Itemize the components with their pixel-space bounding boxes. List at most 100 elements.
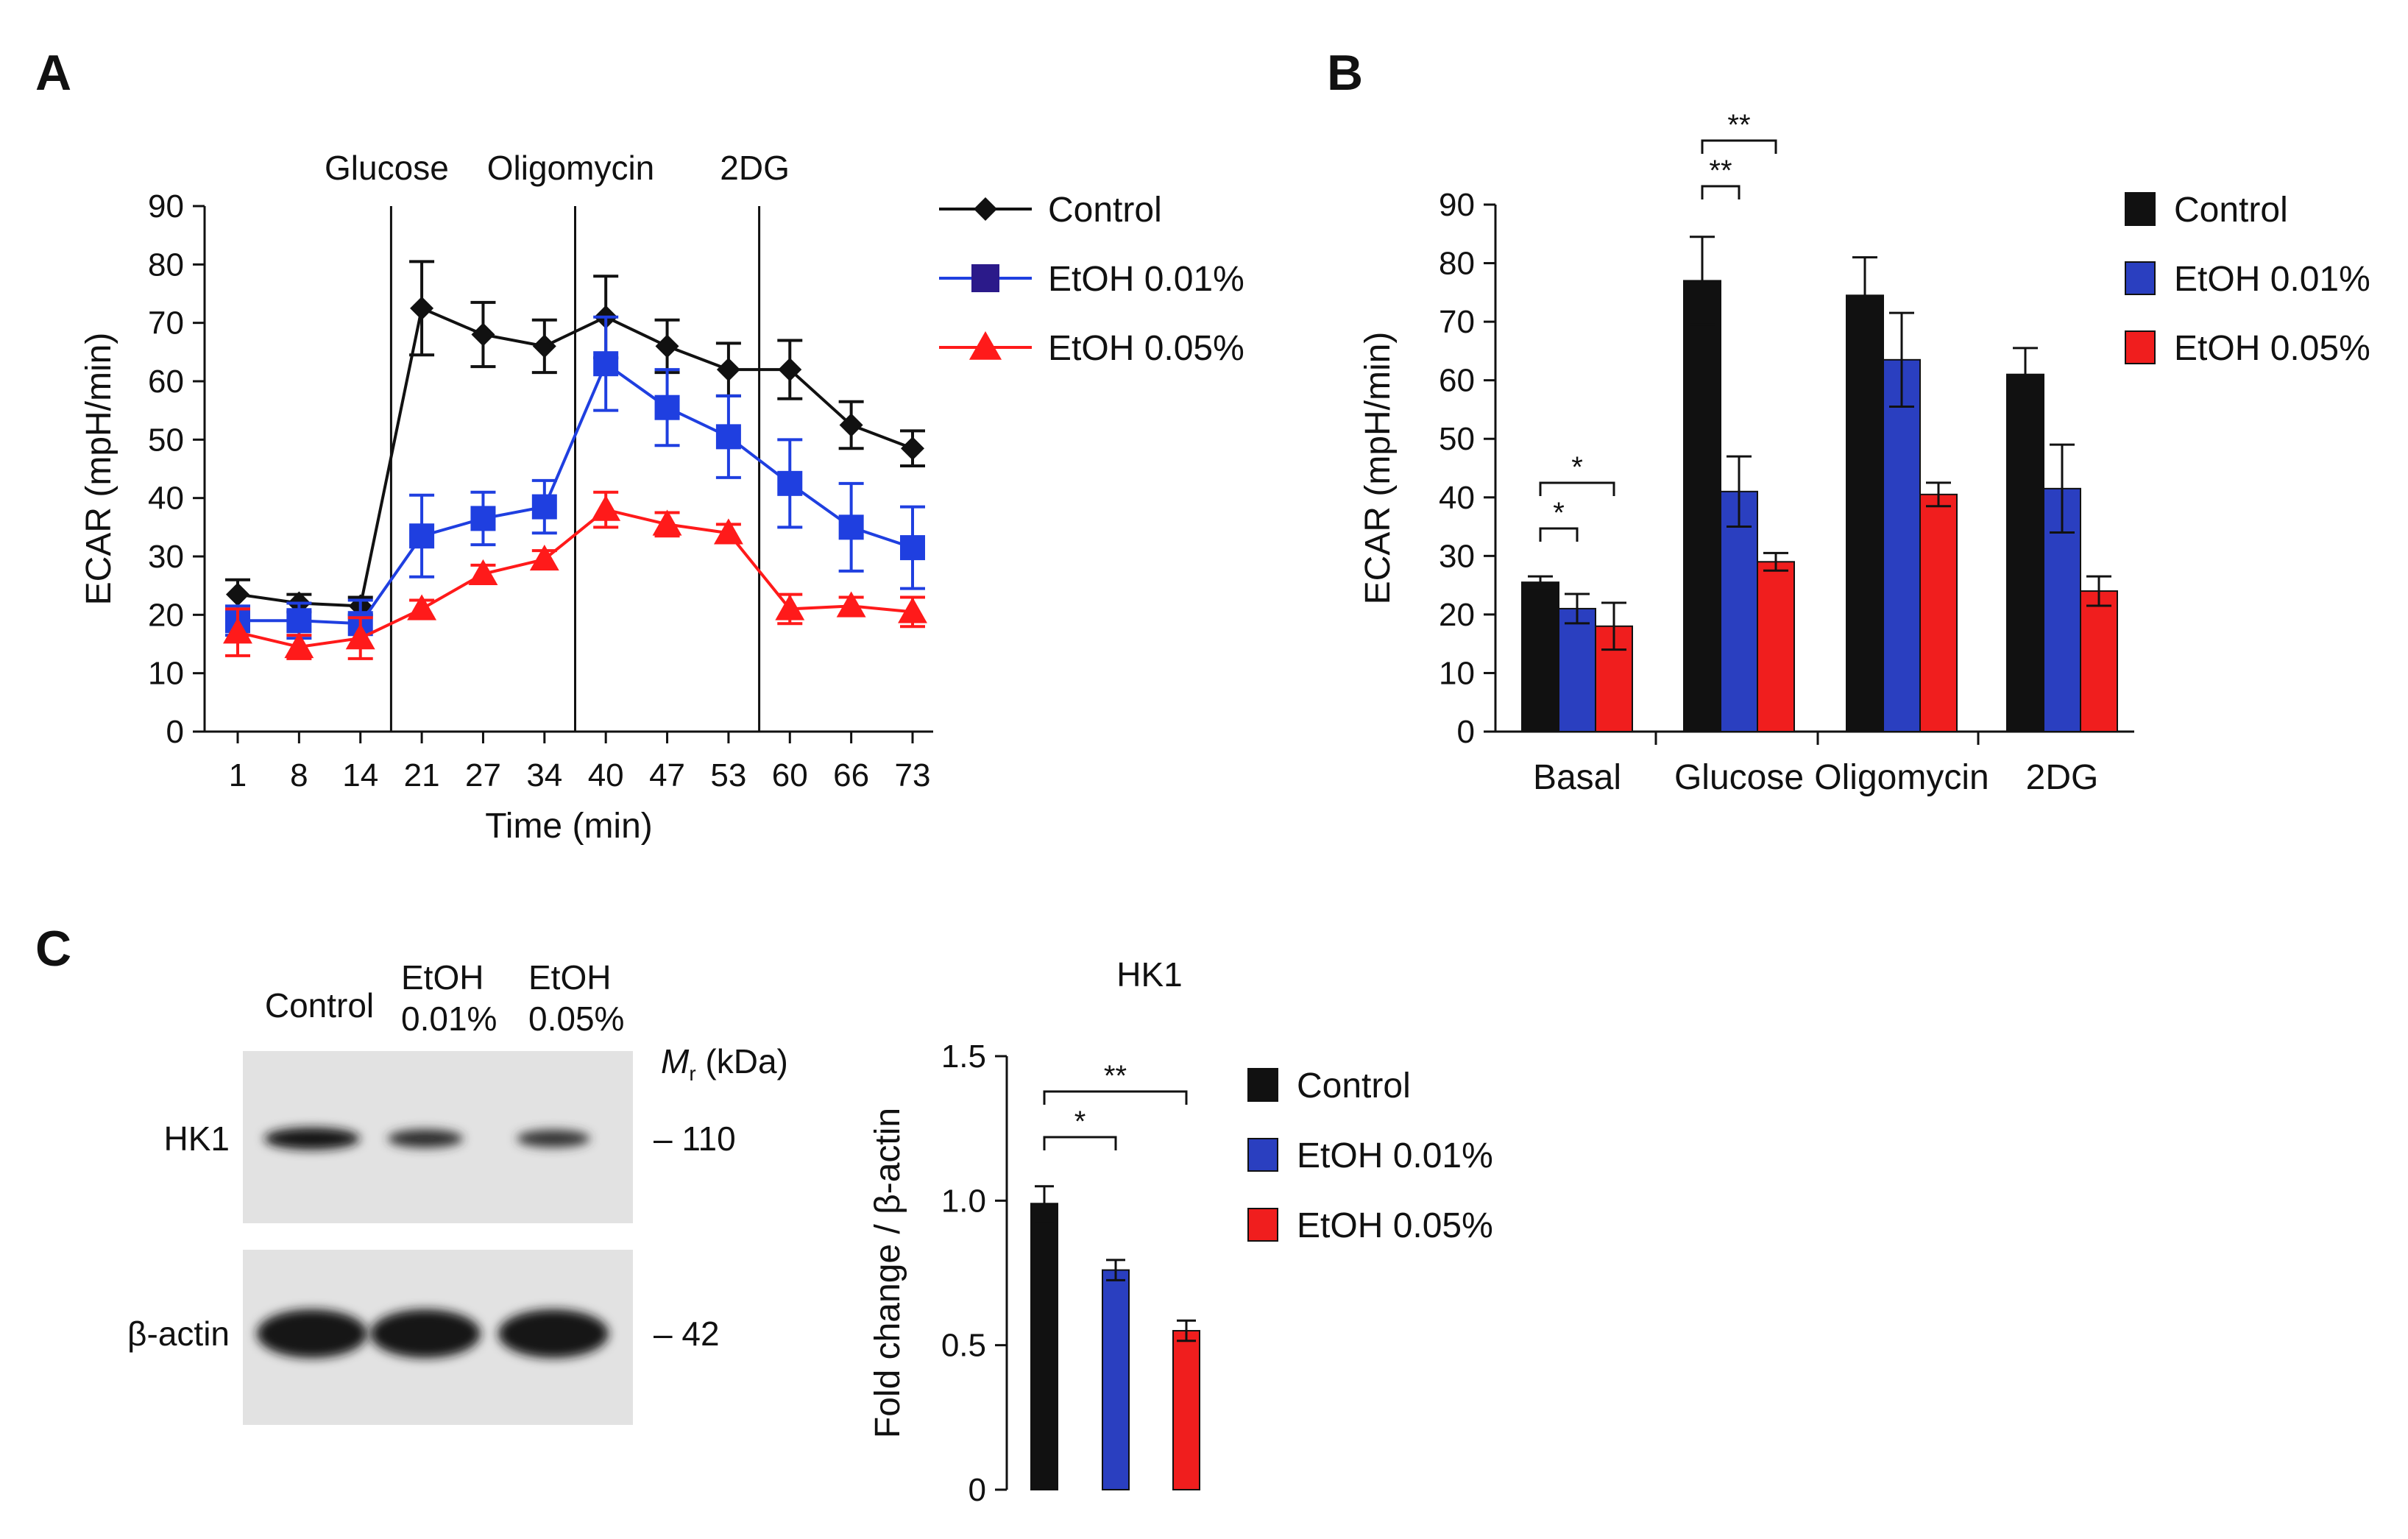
data-point (715, 424, 741, 450)
blot-marker-label: – 42 (654, 1315, 720, 1353)
blot-column-label: EtOH 0.01% (401, 958, 497, 1038)
data-point (778, 358, 802, 382)
data-point (284, 632, 314, 659)
data-point (470, 506, 496, 531)
legend-item: Control (939, 191, 1162, 230)
significance-label: ** (1104, 1060, 1127, 1092)
x-tick-label: 21 (404, 757, 440, 793)
legend-item: EtOH 0.01% (939, 260, 1244, 299)
significance-bracket (1701, 139, 1777, 154)
legend-item: EtOH 0.05% (939, 329, 1244, 368)
significance-bracket (1043, 1136, 1117, 1150)
bar-group-glucose: Glucose (1674, 236, 1804, 797)
data-point (407, 594, 437, 620)
x-tick-label: 73 (895, 757, 931, 793)
blot-band (517, 1130, 590, 1147)
legend-item: EtOH 0.01% (1247, 1136, 1493, 1175)
blot-marker-label: – 110 (654, 1119, 736, 1158)
panel-label-b: B (1327, 45, 1363, 101)
bar (1102, 1269, 1130, 1491)
y-tick-label: 90 (1439, 187, 1475, 223)
data-point (593, 351, 619, 377)
error-bar (1926, 481, 1951, 508)
y-tick-label: 0.5 (941, 1328, 986, 1364)
legend-marker (974, 197, 997, 221)
data-point (529, 545, 559, 571)
y-tick-label: 70 (1439, 304, 1475, 340)
y-tick-label: 1.5 (941, 1039, 986, 1075)
data-point (468, 559, 498, 585)
data-point (652, 509, 682, 536)
blot-row-label: HK1 (164, 1119, 230, 1158)
series-etoh-0-05- (223, 490, 927, 660)
injection-label: Glucose (325, 149, 449, 187)
y-tick-label: 20 (148, 597, 184, 633)
x-tick-label: 47 (649, 757, 685, 793)
chart-title: HK1 (1116, 955, 1182, 994)
data-point (716, 358, 740, 382)
legend-swatch (2125, 192, 2156, 226)
significance-bracket (1701, 185, 1741, 199)
y-tick-label: 20 (1439, 597, 1475, 633)
bar (1521, 581, 1559, 733)
x-tick-label: 34 (526, 757, 562, 793)
legend-swatch (2125, 330, 2156, 364)
x-tick-label: Basal (1533, 758, 1621, 797)
data-point (409, 523, 435, 549)
data-point (471, 322, 495, 347)
x-tick-label: 27 (465, 757, 501, 793)
significance-marker: ** (1043, 1060, 1188, 1105)
y-tick-label: 10 (1439, 655, 1475, 691)
x-axis-title: Time (min) (485, 807, 653, 846)
legend-swatch (1247, 1208, 1278, 1242)
y-axis-title: ECAR (mpH/min) (1359, 332, 1398, 605)
series-etoh-0-01- (225, 315, 925, 648)
significance-bracket (1043, 1090, 1188, 1105)
bar (1883, 358, 1921, 732)
y-axis-title: ECAR (mpH/min) (79, 333, 118, 606)
legend-label: EtOH 0.05% (1048, 329, 1244, 368)
y-tick-label: 30 (148, 539, 184, 575)
error-bar (1601, 601, 1626, 651)
data-point (839, 413, 863, 437)
data-point (901, 436, 924, 461)
data-point (286, 608, 312, 634)
x-tick-label: 1 (229, 757, 247, 793)
data-point (223, 618, 252, 644)
y-tick-label: 80 (1439, 246, 1475, 282)
error-bar (2013, 347, 2038, 403)
y-tick-label: 40 (148, 481, 184, 517)
legend-label: Control (2174, 191, 2288, 230)
error-bar (2086, 575, 2111, 607)
legend-item: EtOH 0.05% (1247, 1206, 1493, 1245)
legend-label: EtOH 0.01% (2174, 260, 2370, 299)
data-point (900, 535, 925, 561)
blot-strip-beta-actin: β-actin – 42 (127, 1250, 720, 1425)
y-axis-title: Fold change / β-actin (868, 1108, 907, 1438)
bar-etoh-0-01- (1102, 1259, 1130, 1491)
significance-label: * (1074, 1105, 1086, 1138)
error-bar (1177, 1319, 1196, 1342)
error-bar (1565, 592, 1590, 625)
bar-control (1030, 1185, 1058, 1490)
legend-swatch (1247, 1068, 1278, 1102)
bar (1846, 294, 1884, 732)
blot-row-label: β-actin (127, 1315, 230, 1353)
blot-column-label: EtOH 0.05% (528, 958, 624, 1038)
data-point (898, 597, 927, 623)
data-point (654, 395, 680, 420)
x-tick-label: 60 (772, 757, 808, 793)
error-bar (1690, 236, 1715, 326)
bar-group-oligomycin: Oligomycin (1814, 256, 1989, 797)
error-bar (1727, 455, 1752, 528)
legend-swatch (1247, 1138, 1278, 1172)
significance-marker: ** (1701, 155, 1741, 199)
legend-label: Control (1297, 1066, 1411, 1105)
y-tick-label: 10 (148, 656, 184, 692)
panel-label-a: A (35, 45, 71, 101)
legend-swatch (2125, 261, 2156, 295)
error-bar (1852, 256, 1877, 335)
data-point (345, 623, 375, 650)
